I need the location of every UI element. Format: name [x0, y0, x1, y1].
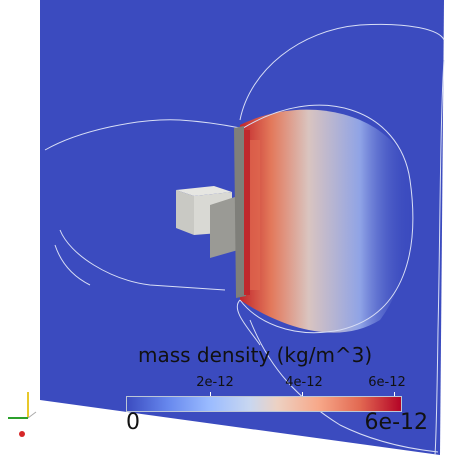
solid-block-top	[176, 186, 232, 196]
plate-hot-strip	[244, 130, 250, 295]
colorbar-tick: 6e-12	[368, 375, 406, 390]
colorbar-tickmark	[302, 392, 303, 398]
colorbar-gradient[interactable]	[126, 396, 402, 412]
colorbar-title: mass density (kg/m^3)	[138, 343, 373, 367]
x-axis-line	[27, 411, 37, 419]
colorbar-tickmark	[210, 392, 211, 398]
colorbar-min-label: 0	[126, 410, 140, 435]
contour-lines	[44, 23, 445, 456]
plate-hot-glow	[250, 140, 260, 290]
orientation-axes-triad	[8, 392, 37, 437]
solid-block-front	[176, 190, 194, 235]
plate-edge	[234, 126, 246, 298]
colorbar-tick: 4e-12	[285, 375, 323, 390]
colorbar-tickmark	[394, 392, 395, 398]
plate-shadow-face	[210, 196, 238, 258]
colorbar-max-label: 6e-12	[364, 410, 428, 435]
density-plume	[240, 109, 412, 333]
x-axis-dot	[19, 431, 25, 437]
colorbar-tick: 2e-12	[196, 375, 234, 390]
